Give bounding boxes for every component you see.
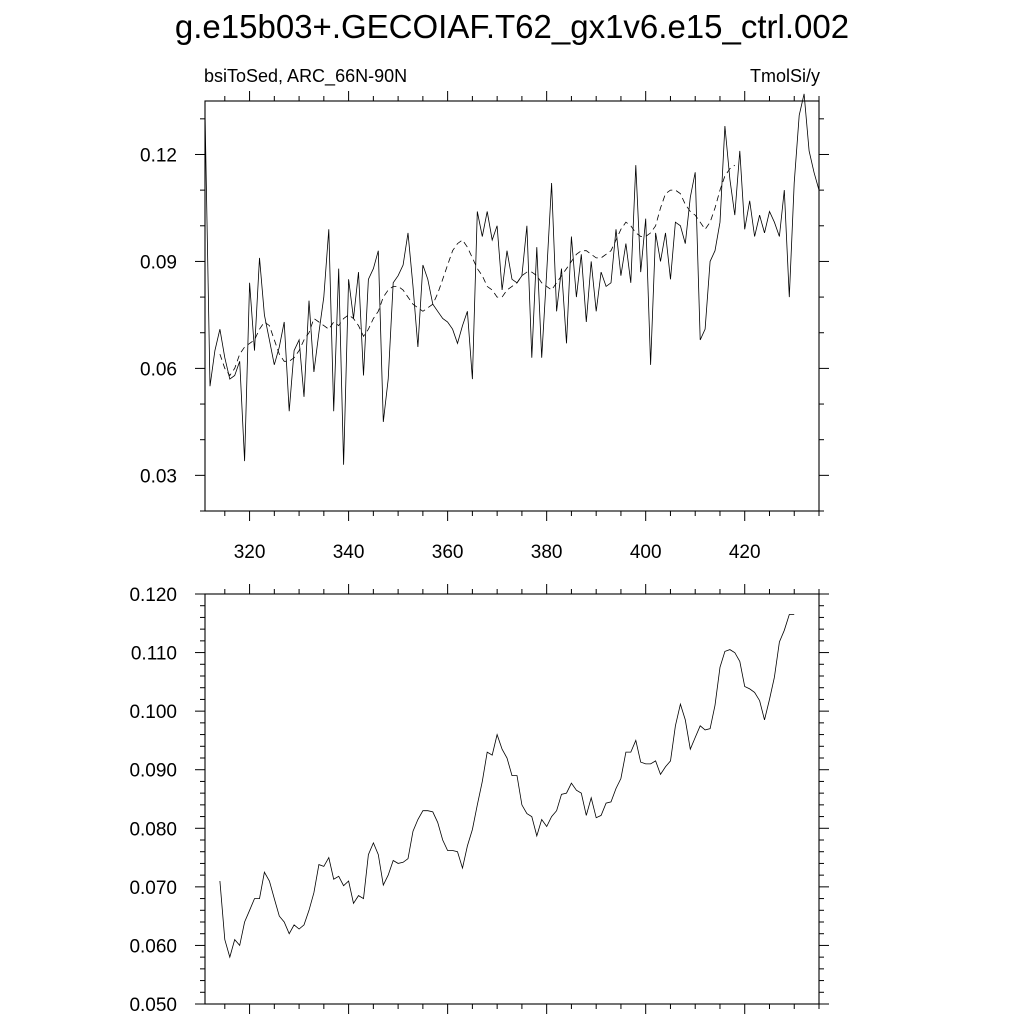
y-tick-label: 0.090 xyxy=(129,761,177,782)
x-tick-label: 380 xyxy=(531,542,563,563)
y-tick-label: 0.12 xyxy=(140,145,177,166)
y-tick-label: 0.100 xyxy=(129,702,177,723)
y-tick-label: 0.080 xyxy=(129,819,177,840)
y-tick-label: 0.09 xyxy=(140,252,177,273)
bottom-tick-labels: 0.050 0.060 0.070 0.080 0.090 0.100 0.110 0.120 xyxy=(129,585,177,1016)
top-panel: bsiToSed, ARC_66N-90N TmolSi/y 320 340 360… xyxy=(140,66,829,563)
top-subtitle-left: bsiToSed, ARC_66N-90N xyxy=(204,66,407,87)
bottom-panel: 0.050 0.060 0.070 0.080 0.090 0.100 0.110 0.120 xyxy=(129,584,829,1016)
x-tick-label: 360 xyxy=(432,542,464,563)
top-series-annual-line xyxy=(204,93,820,465)
y-tick-label: 0.120 xyxy=(129,585,177,606)
y-tick-label: 0.110 xyxy=(131,644,177,665)
x-tick-label: 420 xyxy=(729,542,761,563)
top-series-running-mean-line xyxy=(219,164,736,377)
y-tick-label: 0.050 xyxy=(129,995,177,1016)
y-tick-label: 0.06 xyxy=(140,359,177,380)
y-tick-label: 0.060 xyxy=(129,936,177,957)
top-ticks xyxy=(195,91,829,521)
figure-title: g.e15b03+.GECOIAF.T62_gx1v6.e15_ctrl.002 xyxy=(175,8,849,45)
bottom-plot-frame xyxy=(204,593,820,1005)
top-plot-frame xyxy=(204,100,820,512)
x-tick-label: 340 xyxy=(333,542,365,563)
top-tick-labels: 320 340 360 380 400 420 0.03 0.06 0.09 0.12 xyxy=(140,145,761,563)
y-tick-label: 0.070 xyxy=(129,878,177,899)
x-tick-label: 320 xyxy=(234,542,266,563)
y-tick-label: 0.03 xyxy=(140,466,177,487)
top-subtitle-right: TmolSi/y xyxy=(750,66,820,86)
x-tick-label: 400 xyxy=(630,542,662,563)
bottom-ticks xyxy=(195,584,829,1014)
bottom-series-running-mean-line xyxy=(219,614,795,959)
